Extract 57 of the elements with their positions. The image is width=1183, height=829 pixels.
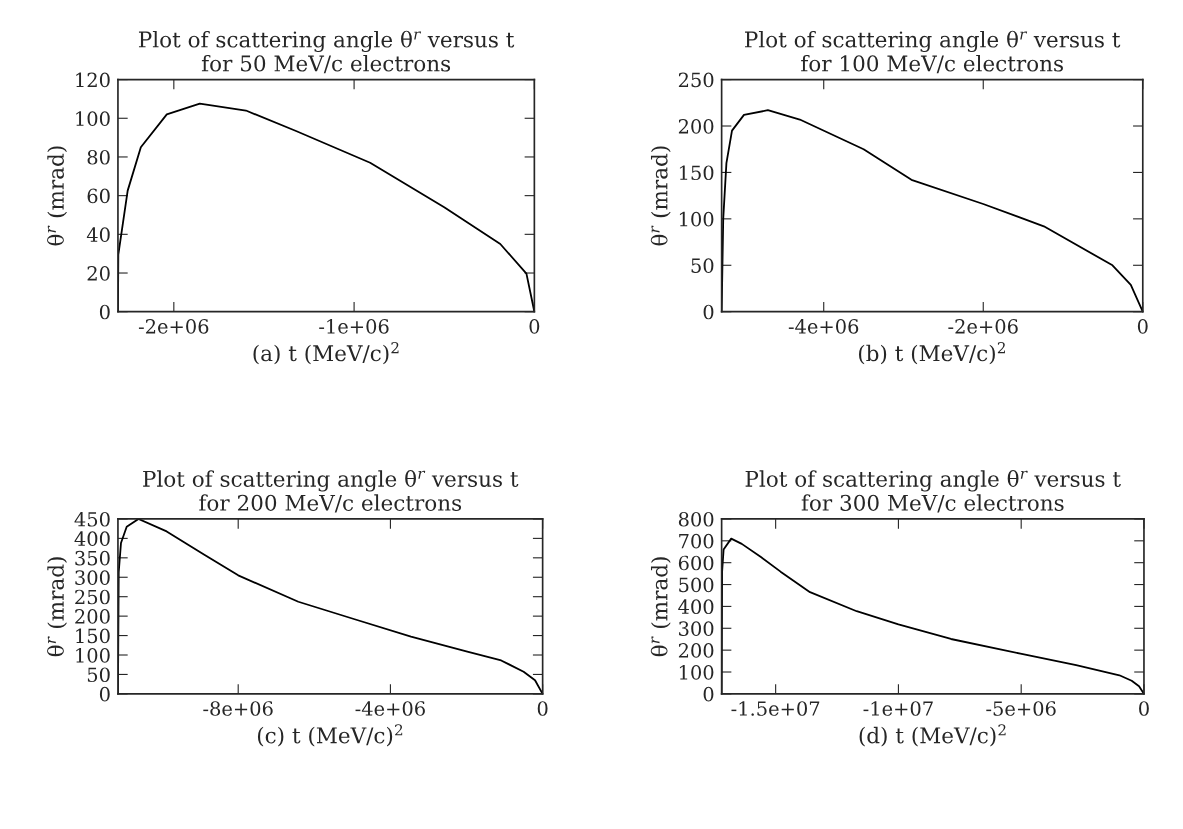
y-tick-label: 0 — [99, 304, 110, 320]
y-tick-label: 250 — [678, 72, 714, 88]
y-tick-label: 200 — [678, 118, 714, 134]
y-tick-label: 0 — [703, 686, 714, 702]
y-tick-label: 700 — [679, 533, 714, 549]
y-tick-label: 120 — [76, 72, 110, 88]
y-axis-title: θ$^{r}$ (mrad) — [650, 146, 671, 246]
x-tick-label: -4e+06 — [788, 318, 859, 334]
y-tick-label: 60 — [87, 188, 110, 204]
y-tick-label: 40 — [86, 227, 110, 242]
y-tick-label: 450 — [74, 511, 110, 527]
y-axis-title: θ$^{r}$ (mrad) — [47, 557, 67, 657]
y-tick-label: 300 — [75, 570, 110, 585]
y-tick-label: 600 — [678, 555, 714, 571]
y-tick-label: 100 — [679, 664, 714, 680]
y-axis-title: θ$^{r}$ (mrad) — [47, 146, 67, 246]
x-axis-title: (a) t (MeV/c)$^{2}$ — [253, 341, 399, 365]
chart-title: Plot of scattering angle θ$^{r}$ versus t for 50 MeV/c electrons — [138, 30, 515, 74]
y-tick-label: 100 — [76, 647, 110, 663]
y-tick-label: 50 — [87, 667, 110, 683]
y-tick-label: 100 — [76, 111, 110, 126]
x-tick-label: -5e+06 — [986, 701, 1056, 716]
y-tick-label: 50 — [691, 258, 714, 273]
chart-title: Plot of scattering angle θ$^{r}$ versus t for 200 MeV/c electrons — [143, 470, 519, 513]
y-tick-label: 0 — [99, 686, 110, 702]
y-tick-label: 200 — [678, 643, 714, 658]
chart-title: Plot of scattering angle θ$^{r}$ versus t for 100 MeV/c electrons — [745, 30, 1121, 74]
y-tick-label: 200 — [75, 609, 110, 624]
x-tick-label: -4e+06 — [355, 701, 425, 716]
y-tick-label: 250 — [75, 589, 110, 605]
x-tick-label: 0 — [537, 701, 548, 716]
x-tick-label: -8e+06 — [203, 701, 273, 716]
x-tick-label: -1e+06 — [319, 318, 389, 334]
y-tick-label: 400 — [678, 599, 714, 615]
y-tick-label: 0 — [703, 304, 714, 320]
x-tick-label: -2e+06 — [138, 318, 209, 334]
y-tick-label: 350 — [75, 550, 110, 566]
y-tick-label: 300 — [679, 621, 714, 636]
x-axis-title: (b) t (MeV/c)$^{2}$ — [858, 341, 1005, 365]
x-axis-title: (d) t (MeV/c)$^{2}$ — [859, 724, 1006, 747]
y-tick-label: 20 — [87, 265, 110, 281]
y-tick-label: 100 — [679, 211, 714, 227]
x-tick-label: 0 — [529, 318, 540, 334]
y-tick-label: 150 — [679, 165, 714, 181]
x-tick-label: 0 — [1139, 701, 1149, 716]
y-axis-title: θ$^{r}$ (mrad) — [650, 557, 671, 657]
x-tick-label: -2e+06 — [948, 318, 1018, 334]
x-tick-label: -1e+07 — [863, 701, 933, 716]
x-tick-label: 0 — [1137, 318, 1148, 334]
y-tick-label: 150 — [76, 628, 110, 644]
y-tick-label: 80 — [87, 149, 110, 165]
y-tick-label: 400 — [74, 531, 110, 547]
x-axis-title: (c) t (MeV/c)$^{2}$ — [257, 724, 403, 747]
y-tick-label: 800 — [678, 511, 714, 527]
x-tick-label: -1.5e+07 — [731, 701, 820, 716]
chart-title: Plot of scattering angle θ$^{r}$ versus t for 300 MeV/c electrons — [745, 470, 1121, 513]
y-tick-label: 500 — [679, 577, 714, 593]
